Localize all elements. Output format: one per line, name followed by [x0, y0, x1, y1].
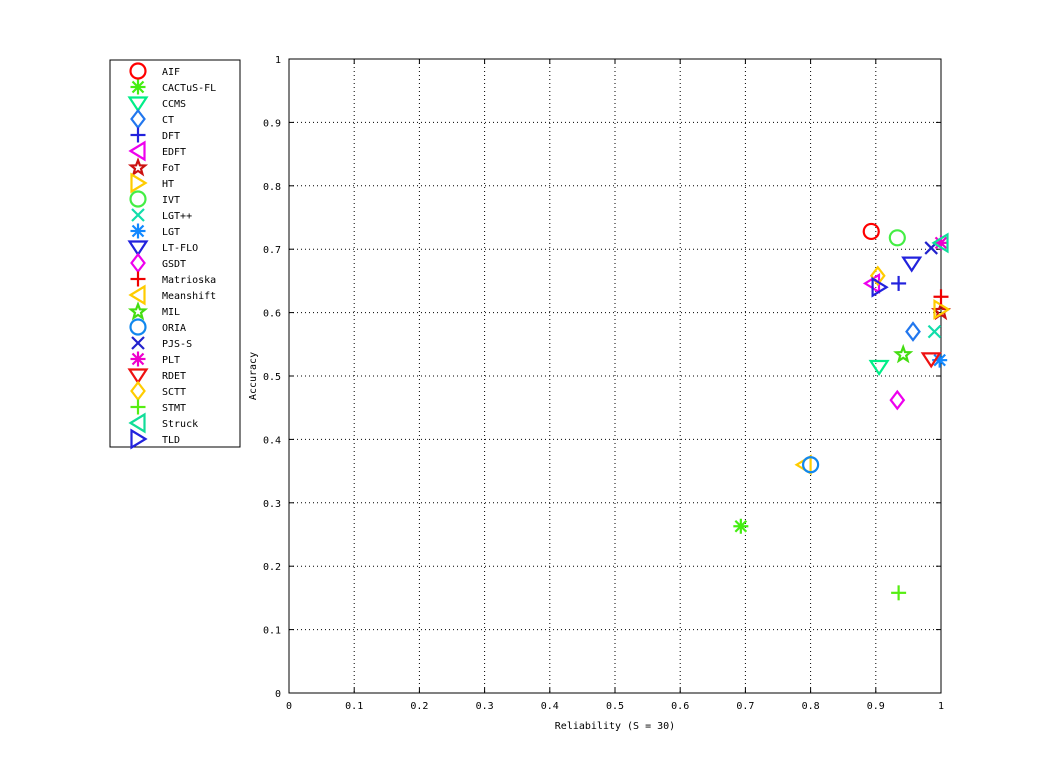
legend-label-ht: HT	[162, 179, 174, 190]
x-tick-label: 0.8	[802, 701, 820, 712]
legend-marker-stmt	[130, 399, 146, 415]
legend-marker-cactus-fl	[130, 79, 146, 95]
legend-label-matrioska: Matrioska	[162, 275, 216, 286]
legend-label-stmt: STMT	[162, 403, 186, 414]
legend-label-meanshift: Meanshift	[162, 291, 216, 302]
point-ht	[933, 298, 951, 320]
point-aif	[862, 222, 880, 241]
x-tick-label: 0.6	[671, 701, 689, 712]
y-tick-label: 0.4	[263, 435, 281, 446]
y-tick-label: 0.2	[263, 562, 281, 573]
point-gsdt	[889, 389, 906, 411]
x-tick-label: 0.3	[476, 701, 494, 712]
x-tick-label: 0.1	[345, 701, 363, 712]
legend-marker-ccms	[127, 96, 149, 113]
y-tick-label: 0.1	[263, 626, 281, 637]
legend-marker-lgt	[130, 223, 146, 239]
legend-marker-meanshift	[128, 284, 146, 306]
legend-label-pjs-s: PJS-S	[162, 339, 192, 350]
point-oria	[801, 456, 820, 474]
y-axis-label: Accuracy	[248, 352, 259, 400]
y-tick-label: 0.6	[263, 309, 281, 320]
legend-marker-lgt	[131, 208, 145, 222]
x-tick-label: 0.7	[736, 701, 754, 712]
point-mil	[893, 343, 914, 364]
data-points	[733, 222, 952, 601]
y-tick-label: 0.8	[263, 182, 281, 193]
point-struck	[931, 232, 949, 254]
legend-label-rdet: RDET	[162, 371, 186, 382]
legend-marker-plt	[130, 351, 146, 367]
point-ct	[905, 321, 921, 342]
legend-label-fot: FoT	[162, 163, 180, 174]
legend-marker-pjs-s	[131, 336, 145, 350]
legend-label-oria: ORIA	[162, 323, 186, 334]
legend-marker-matrioska	[130, 271, 146, 287]
legend-label-edft: EDFT	[162, 147, 186, 158]
legend-marker-lt-flo	[127, 240, 149, 257]
legend-label-struck: Struck	[162, 419, 198, 430]
y-tick-label: 0.9	[263, 118, 281, 129]
x-axis-ticks: 0 0.1 0.2 0.3 0.4 0.5 0.6 0.7 0.8 0.9 1	[286, 59, 944, 712]
legend-marker-edft	[128, 140, 146, 162]
legend-label-dft: DFT	[162, 131, 180, 142]
point-matrioska	[933, 289, 949, 305]
legend-label-lgt: LGT++	[162, 211, 192, 222]
legend-label-tld: TLD	[162, 435, 180, 446]
legend-marker-aif	[129, 62, 147, 80]
x-axis-label: Reliability (S = 30)	[555, 721, 675, 732]
legend-marker-rdet	[127, 368, 149, 385]
point-ccms	[868, 359, 890, 377]
legend-label-sctt: SCTT	[162, 387, 186, 398]
x-tick-label: 1	[938, 701, 944, 712]
legend-marker-fot	[127, 157, 149, 177]
x-tick-label: 0.9	[867, 701, 885, 712]
point-cactus-fl	[733, 518, 749, 534]
legend-label-ct: CT	[162, 115, 174, 126]
y-tick-label: 0.7	[263, 245, 281, 256]
point-sctt	[869, 265, 886, 287]
x-tick-label: 0	[286, 701, 292, 712]
legend-label-aif: AIF	[162, 67, 180, 78]
legend-label-ccms: CCMS	[162, 99, 186, 110]
point-tld	[871, 276, 889, 298]
y-axis-ticks: 0 0.1 0.2 0.3 0.4 0.5 0.6 0.7 0.8 0.9 1	[263, 55, 941, 700]
legend-marker-ivt	[129, 190, 147, 208]
legend-label-cactus-fl: CACTuS-FL	[162, 83, 216, 94]
legend: AIF CACTuS-FL CCMS CT DFT EDFT FoT HT IVT LGT++ LG…	[109, 59, 241, 450]
legend-marker-dft	[130, 127, 146, 143]
legend-box	[109, 59, 241, 448]
legend-label-ivt: IVT	[162, 195, 180, 206]
legend-marker-oria	[129, 318, 147, 336]
y-tick-label: 0.5	[263, 372, 281, 383]
legend-marker-mil	[127, 301, 149, 321]
y-tick-label: 0	[275, 689, 281, 700]
x-tick-label: 0.5	[606, 701, 624, 712]
legend-label-lt-flo: LT-FLO	[162, 243, 198, 254]
point-ivt	[888, 229, 906, 247]
legend-label-gsdt: GSDT	[162, 259, 186, 270]
legend-marker-tld	[130, 428, 148, 450]
grid	[289, 59, 941, 693]
x-tick-label: 0.4	[541, 701, 559, 712]
legend-label-lgt: LGT	[162, 227, 180, 238]
legend-label-mil: MIL	[162, 307, 180, 318]
point-dft	[891, 275, 907, 291]
legend-marker-ht	[130, 172, 148, 194]
y-tick-label: 0.3	[263, 499, 281, 510]
point-rdet	[920, 352, 942, 369]
point-stmt	[891, 585, 907, 601]
legend-marker-struck	[128, 412, 146, 434]
y-tick-label: 1	[275, 55, 281, 66]
x-tick-label: 0.2	[410, 701, 428, 712]
point-lt-flo	[901, 256, 923, 273]
point-lgt	[927, 324, 942, 339]
legend-label-plt: PLT	[162, 355, 180, 366]
